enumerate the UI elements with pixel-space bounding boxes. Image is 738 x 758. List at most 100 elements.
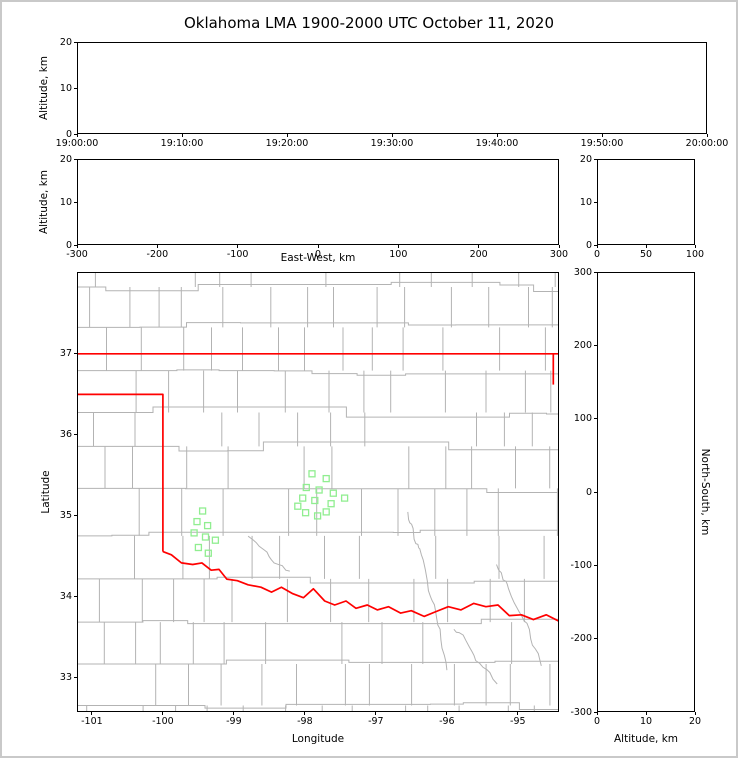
tick-label: -100 — [570, 559, 592, 571]
tick-label: 300 — [549, 249, 569, 260]
tick-label: 0 — [585, 486, 592, 498]
altitude-histogram-panel — [597, 159, 695, 245]
lma-station-marker — [190, 529, 198, 537]
tick-mark — [74, 353, 77, 355]
tick-mark — [594, 344, 597, 346]
x-axis-label-altitude-ns-panel: Altitude, km — [613, 733, 679, 745]
lma-station-marker — [322, 474, 330, 483]
y-axis-label-latitude: Latitude — [40, 470, 52, 514]
tick-label: 50 — [639, 249, 653, 260]
tick-label: 19:30:00 — [370, 138, 414, 149]
y-axis-label-north-south: North-South, km — [699, 448, 711, 536]
tick-mark — [596, 245, 598, 248]
state-border-panhandle-and-texas-east — [77, 393, 164, 552]
tick-mark — [74, 133, 77, 135]
tick-label: 300 — [573, 266, 592, 278]
lma-station-marker — [313, 512, 322, 520]
tick-mark — [74, 434, 77, 436]
lma-station-marker — [322, 508, 330, 516]
lma-station-marker — [301, 509, 310, 517]
tick-mark — [76, 245, 78, 248]
tick-label: -200 — [570, 633, 592, 645]
tick-mark — [286, 134, 288, 137]
tick-label: -300 — [570, 706, 592, 718]
lma-station-marker — [308, 470, 316, 478]
tick-mark — [233, 712, 235, 715]
tick-mark — [594, 564, 597, 566]
tick-mark — [594, 158, 597, 160]
tick-mark — [74, 596, 77, 598]
tick-mark — [601, 134, 603, 137]
tick-label: 200 — [573, 339, 592, 351]
northsouth-altitude-panel — [597, 272, 695, 712]
tick-mark — [74, 244, 77, 246]
tick-label: 36 — [59, 429, 72, 441]
tick-mark — [645, 245, 647, 248]
tick-label: 33 — [59, 672, 72, 684]
tick-mark — [478, 245, 480, 248]
tick-mark — [74, 41, 77, 43]
tick-label: 20 — [59, 36, 72, 48]
tick-mark — [594, 711, 597, 713]
tick-label: -99 — [226, 716, 242, 727]
tick-label: -95 — [510, 716, 526, 727]
tick-label: 10 — [639, 716, 653, 727]
lma-station-marker — [194, 543, 203, 552]
lma-station-marker — [211, 536, 220, 544]
tick-label: 19:20:00 — [265, 138, 309, 149]
tick-label: 19:10:00 — [160, 138, 204, 149]
x-axis-label-east-west: East-West, km — [277, 252, 359, 264]
lma-station-marker — [201, 533, 210, 541]
tick-mark — [594, 201, 597, 203]
tick-mark — [596, 712, 598, 715]
tick-mark — [594, 491, 597, 493]
tick-mark — [446, 712, 448, 715]
lma-station-marker — [204, 549, 212, 557]
tick-mark — [706, 134, 708, 137]
tick-mark — [694, 245, 696, 248]
river-lines — [247, 511, 542, 685]
tick-label: -101 — [81, 716, 103, 727]
tick-label: 10 — [579, 196, 592, 208]
lma-station-marker — [302, 483, 310, 492]
tick-label: 20:00:00 — [685, 138, 729, 149]
plan-view-map-panel — [77, 272, 559, 712]
tick-label: -96 — [439, 716, 455, 727]
tick-label: -98 — [297, 716, 313, 727]
tick-label: 0 — [585, 239, 592, 251]
tick-label: 0 — [314, 249, 322, 260]
tick-mark — [304, 712, 306, 715]
tick-mark — [391, 134, 393, 137]
tick-label: -300 — [66, 249, 88, 260]
eastwest-altitude-panel — [77, 159, 559, 245]
tick-label: -200 — [146, 249, 169, 260]
lma-station-marker — [340, 494, 349, 502]
tick-mark — [74, 87, 77, 89]
tick-mark — [74, 201, 77, 203]
tick-mark — [594, 418, 597, 420]
lma-station-marker — [193, 517, 201, 526]
tick-label: 0 — [65, 128, 72, 140]
tick-mark — [317, 245, 319, 248]
tick-mark — [91, 712, 93, 715]
tick-mark — [74, 158, 77, 160]
tick-mark — [645, 712, 647, 715]
lma-station-marker — [327, 500, 335, 508]
tick-label: 20 — [579, 153, 592, 165]
tick-label: 100 — [573, 413, 592, 425]
tick-label: -100 — [226, 249, 249, 260]
tick-mark — [375, 712, 377, 715]
tick-mark — [237, 245, 239, 248]
lma-station-marker — [198, 507, 207, 515]
time-altitude-panel — [77, 42, 707, 134]
tick-label: 0 — [593, 249, 601, 260]
county-boundaries — [77, 272, 559, 712]
tick-mark — [594, 271, 597, 273]
tick-mark — [517, 712, 519, 715]
tick-mark — [156, 245, 158, 248]
tick-label: 19:40:00 — [475, 138, 519, 149]
state-border-red-river — [162, 550, 559, 622]
tick-label: 10 — [59, 82, 72, 94]
tick-mark — [496, 134, 498, 137]
tick-label: 20 — [59, 153, 72, 165]
